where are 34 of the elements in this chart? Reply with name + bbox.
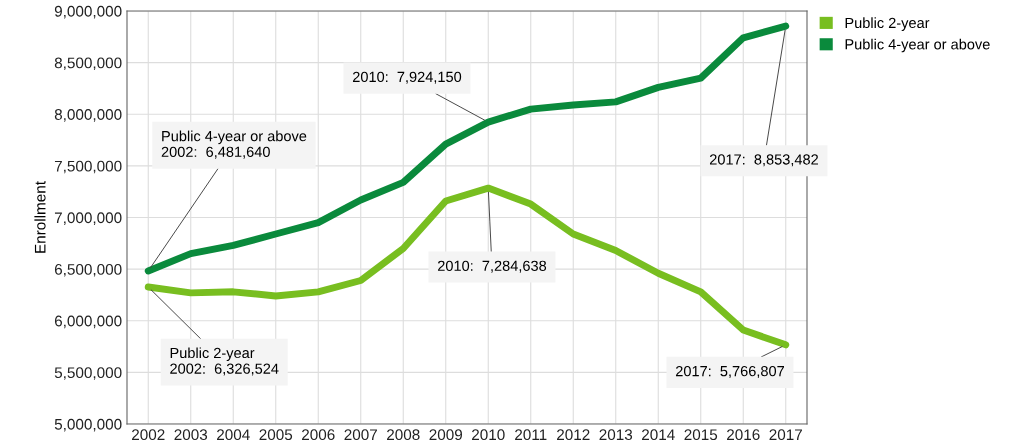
x-tick-label: 2002 [132, 429, 165, 441]
annotation: 2010: 7,284,638 [437, 260, 547, 273]
x-tick-label: 2006 [302, 429, 335, 441]
x-tick-label: 2014 [642, 429, 675, 441]
y-tick-label: 8,500,000 [54, 57, 122, 71]
y-tick-label: 6,500,000 [54, 263, 122, 277]
y-tick-label: 5,000,000 [54, 418, 122, 432]
y-tick-label: 9,000,000 [54, 5, 122, 19]
legend-label: Public 2-year [845, 17, 930, 31]
x-tick-label: 2007 [344, 429, 377, 441]
x-tick-label: 2013 [599, 429, 633, 441]
x-tick-label: 2005 [259, 429, 293, 441]
y-tick-label: 8,000,000 [54, 109, 122, 122]
x-tick-label: 2003 [174, 429, 208, 441]
y-tick-label: 5,500,000 [54, 367, 122, 380]
y-tick-label: 6,000,000 [54, 315, 122, 329]
x-tick-label: 2004 [217, 429, 250, 441]
x-tick-label: 2009 [429, 429, 463, 441]
x-tick-label: 2012 [557, 429, 590, 441]
x-tick-label: 2016 [727, 429, 760, 441]
x-tick-label: 2011 [515, 429, 547, 441]
x-tick-label: 2017 [769, 429, 802, 441]
annotation: Public 4-year or above 2002: 6,481,640 [161, 130, 307, 159]
annotation: Public 2-year 2002: 6,326,524 [170, 347, 279, 376]
y-axis-title: Enrollment [34, 181, 46, 253]
y-tick-label: 7,500,000 [54, 160, 122, 174]
legend-label: Public 4-year or above [845, 38, 990, 53]
y-tick-label: 7,000,000 [54, 212, 122, 225]
annotation: 2017: 5,766,807 [675, 365, 784, 379]
annotation: 2017: 8,853,482 [709, 154, 818, 167]
x-tick-label: 2008 [387, 429, 420, 441]
x-tick-label: 2010 [472, 429, 505, 441]
annotation: 2010: 7,924,150 [352, 71, 462, 84]
x-tick-label: 2015 [684, 429, 718, 441]
